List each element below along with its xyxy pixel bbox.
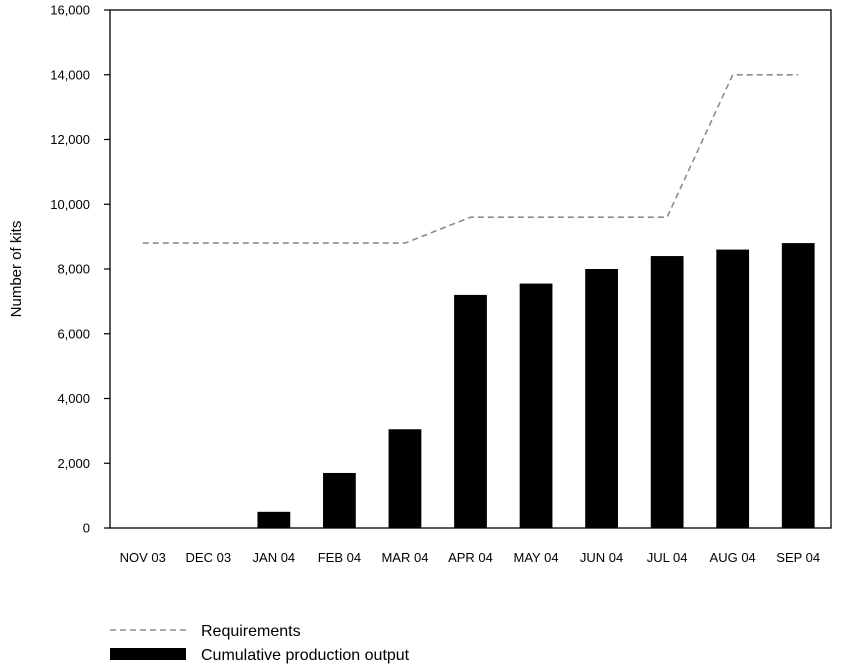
y-tick-label: 16,000 <box>50 3 90 18</box>
legend-requirements-label: Requirements <box>201 623 301 640</box>
bar <box>257 511 291 528</box>
y-axis-label: Number of kits <box>8 221 25 318</box>
x-tick-label: DEC 03 <box>186 550 232 565</box>
x-tick-label: MAR 04 <box>381 550 428 565</box>
plot-frame <box>109 9 832 529</box>
y-tick-label: 10,000 <box>50 197 90 212</box>
x-tick-label: AUG 04 <box>710 550 756 565</box>
bar <box>323 472 356 528</box>
bar <box>519 283 553 528</box>
y-tick-label: 4,000 <box>57 391 90 406</box>
y-tick-label: 14,000 <box>50 67 90 82</box>
x-tick-label: NOV 03 <box>120 550 166 565</box>
x-tick-label: JUN 04 <box>580 550 623 565</box>
x-tick-label: MAY 04 <box>514 550 559 565</box>
bar-series <box>257 243 815 528</box>
y-tick-label: 2,000 <box>57 456 90 471</box>
bar <box>388 429 422 528</box>
x-tick-label: FEB 04 <box>318 550 361 565</box>
legend-production-label: Cumulative production output <box>201 647 410 664</box>
y-tick-label: 8,000 <box>57 262 90 277</box>
x-tick-label: JUL 04 <box>647 550 688 565</box>
bar <box>650 256 684 528</box>
bar <box>585 269 618 528</box>
requirements-series <box>142 74 799 244</box>
bar <box>454 294 487 528</box>
requirements-line <box>142 74 799 244</box>
bar <box>781 243 815 528</box>
legend: Requirements Cumulative production outpu… <box>110 623 410 664</box>
x-tick-label: JAN 04 <box>253 550 296 565</box>
bar <box>716 249 750 528</box>
x-tick-label: SEP 04 <box>776 550 820 565</box>
y-axis-ticks: 0 2,000 4,000 6,000 8,000 10,000 12,000 14,000 1… <box>50 3 110 536</box>
x-axis-ticks: NOV 03 DEC 03 JAN 04 FEB 04 MAR 04 APR 04 MAY … <box>120 550 821 565</box>
x-tick-label: APR 04 <box>448 550 493 565</box>
y-tick-label: 6,000 <box>57 326 90 341</box>
y-tick-label: 0 <box>83 521 90 536</box>
legend-production-symbol <box>110 648 186 660</box>
y-tick-label: 12,000 <box>50 132 90 147</box>
